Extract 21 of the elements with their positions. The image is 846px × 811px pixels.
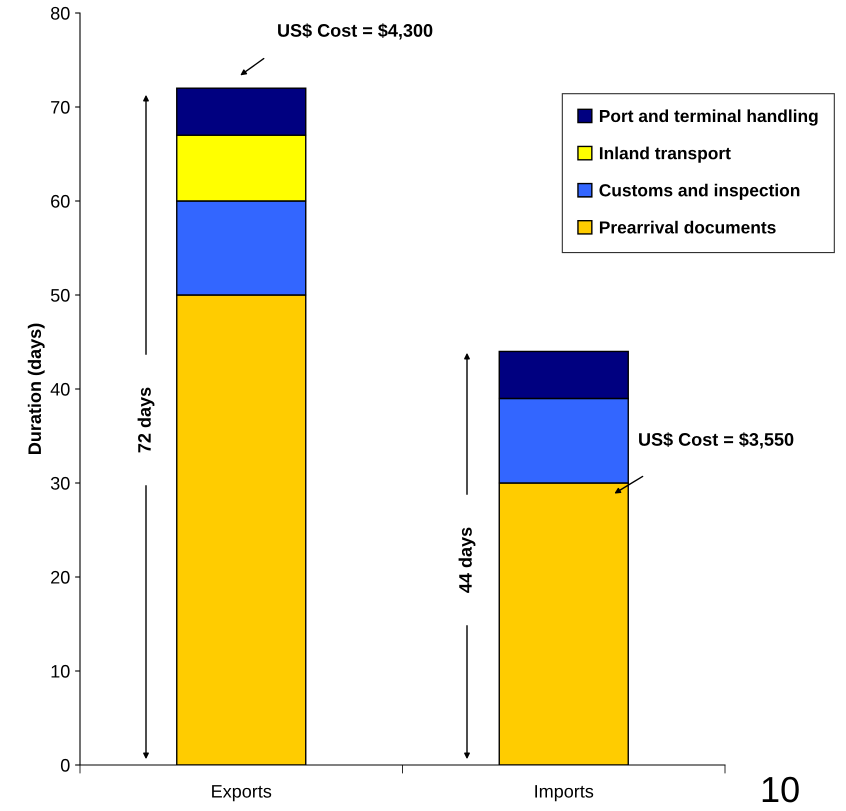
legend-label: Prearrival documents bbox=[600, 220, 776, 234]
y-tick-label: 60 bbox=[51, 194, 70, 208]
x-tick-label: Imports bbox=[535, 785, 594, 802]
y-tick-label: 40 bbox=[50, 382, 70, 396]
y-tick-label: 10 bbox=[52, 664, 70, 678]
y-tick-label: 0 bbox=[60, 758, 70, 772]
x-tick-label: Exports bbox=[212, 785, 272, 802]
annotation: US$ Cost = $3,550 bbox=[639, 432, 794, 448]
legend-label: Port and terminal handling bbox=[600, 109, 818, 126]
text: 10 bbox=[762, 776, 799, 802]
y-tick-label: 50 bbox=[50, 288, 70, 302]
y-axis-title: Duration (days) bbox=[28, 324, 45, 454]
y-tick-label: 70 bbox=[51, 100, 70, 114]
legend-label: Inland transport bbox=[600, 146, 731, 163]
annotation: US$ Cost = $4,300 bbox=[278, 23, 432, 40]
y-tick-label: 80 bbox=[50, 6, 70, 20]
legend-label: Customs and inspection bbox=[600, 184, 800, 200]
annotation: 44 days bbox=[458, 528, 476, 593]
y-tick-label: 30 bbox=[50, 476, 70, 490]
y-tick-label: 20 bbox=[51, 570, 70, 584]
annotation: 72 days bbox=[138, 388, 154, 452]
